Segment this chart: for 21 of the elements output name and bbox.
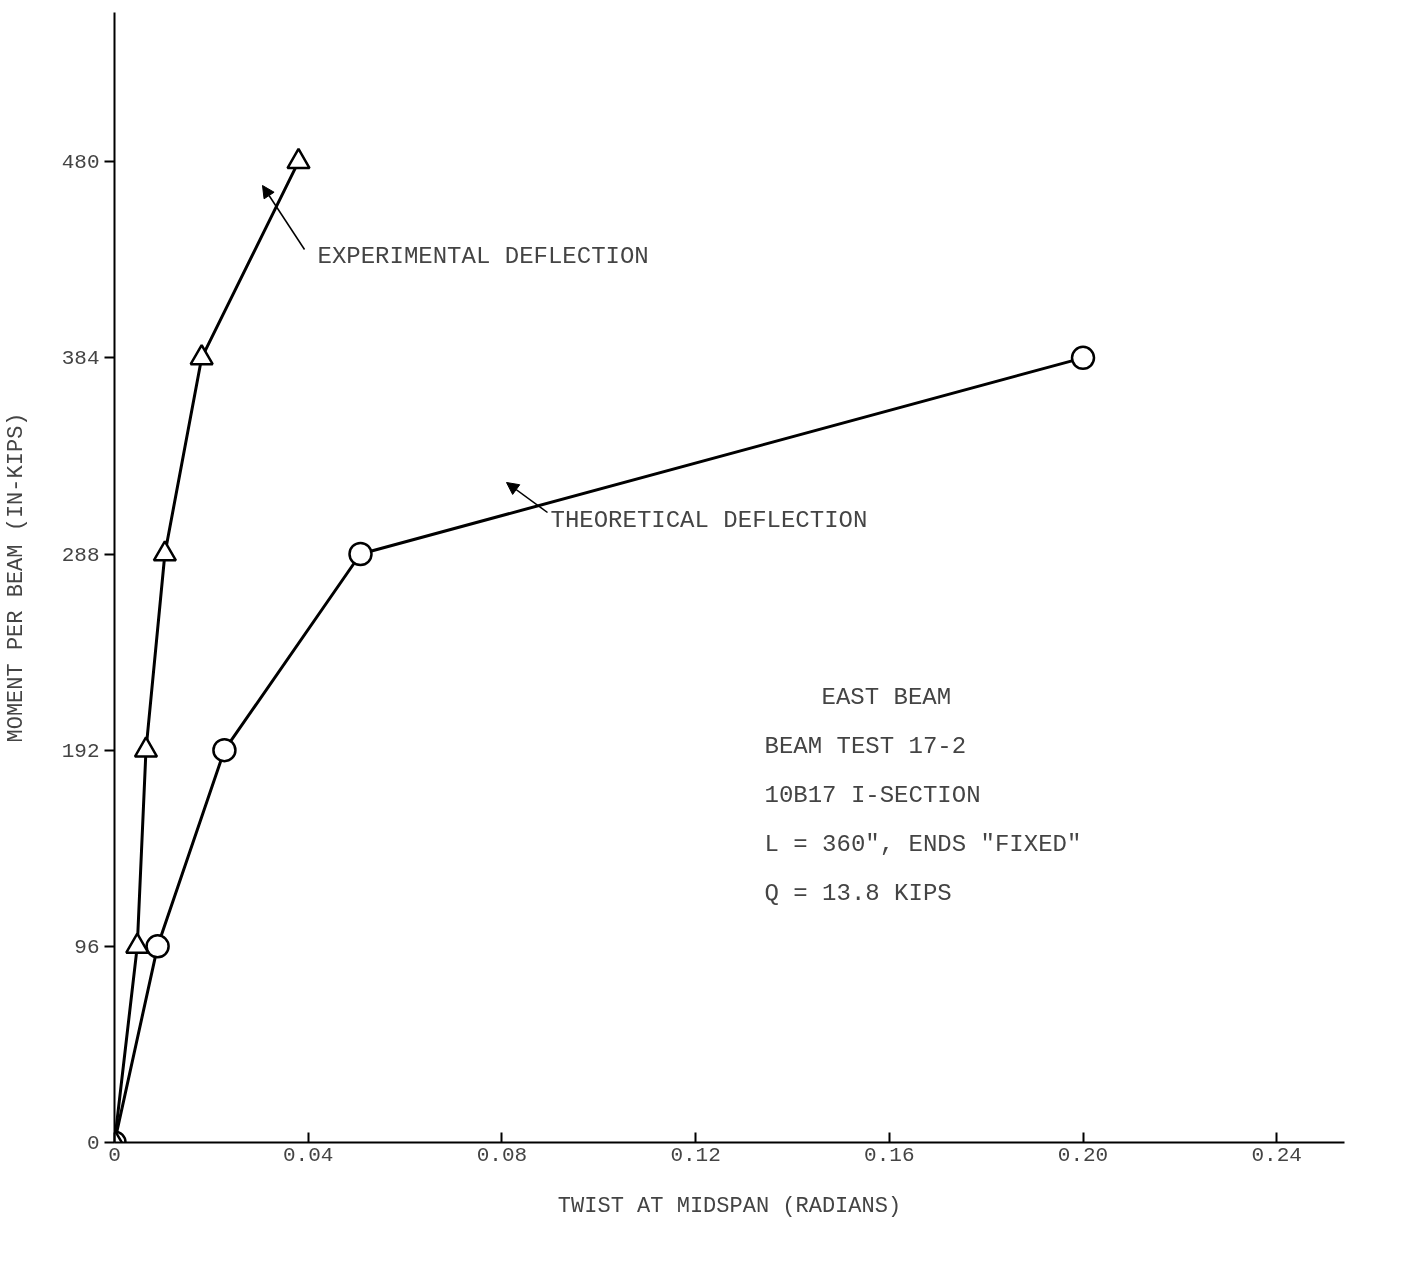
annotation: 10B17 I-SECTION bbox=[764, 781, 981, 809]
x-tick-label: 0.12 bbox=[670, 1143, 721, 1167]
annotation: THEORETICAL DEFLECTION bbox=[550, 506, 868, 534]
x-tick-label: 0.24 bbox=[1251, 1143, 1302, 1167]
annotation: Q = 13.8 KIPS bbox=[764, 879, 952, 907]
x-tick-label: 0.20 bbox=[1057, 1143, 1109, 1167]
x-tick-label: 0.08 bbox=[476, 1143, 528, 1167]
annotation: EXPERIMENTAL DEFLECTION bbox=[317, 242, 649, 270]
annotation: EAST BEAM bbox=[821, 683, 952, 711]
y-tick-label: 288 bbox=[61, 543, 100, 567]
annotation: BEAM TEST 17-2 bbox=[764, 732, 967, 760]
y-tick-label: 384 bbox=[61, 347, 100, 371]
x-tick-label: 0.16 bbox=[864, 1143, 915, 1167]
y-tick-label: 96 bbox=[74, 935, 100, 959]
x-tick-label: 0.04 bbox=[283, 1143, 334, 1167]
x-axis-title: TWIST AT MIDSPAN (RADIANS) bbox=[557, 1193, 902, 1219]
y-tick-label: 480 bbox=[61, 151, 100, 175]
x-tick-label: 0 bbox=[108, 1143, 121, 1167]
annotation: L = 360", ENDS "FIXED" bbox=[764, 830, 1082, 858]
y-axis-title: MOMENT PER BEAM (IN-KIPS) bbox=[3, 412, 29, 743]
y-tick-label: 192 bbox=[61, 739, 100, 763]
